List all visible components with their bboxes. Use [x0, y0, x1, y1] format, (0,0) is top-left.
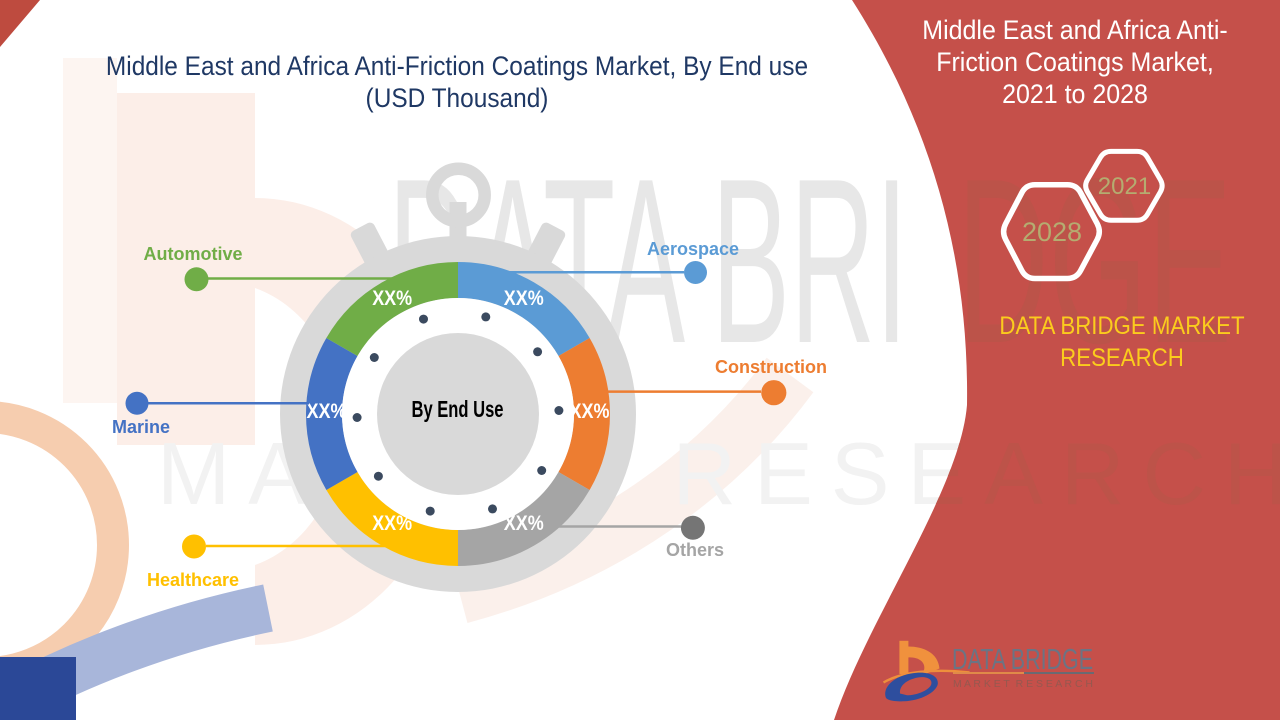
svg-text:DGE: DGE	[957, 129, 1232, 392]
svg-text:Aerospace: Aerospace	[647, 239, 739, 259]
svg-text:XX%: XX%	[504, 286, 544, 310]
svg-text:2028: 2028	[1022, 217, 1082, 247]
svg-text:XX%: XX%	[504, 511, 544, 535]
svg-text:DATA BRIDGE: DATA BRIDGE	[952, 644, 1093, 676]
svg-text:XX%: XX%	[570, 399, 610, 423]
svg-text:Others: Others	[666, 540, 724, 560]
svg-text:Healthcare: Healthcare	[147, 570, 239, 590]
svg-text:XX%: XX%	[307, 399, 347, 423]
svg-text:Marine: Marine	[112, 417, 170, 437]
svg-text:M A R K E T R E S E A R C H: M A R K E T R E S E A R C H	[953, 678, 1093, 690]
svg-text:XX%: XX%	[372, 286, 412, 310]
svg-text:2021: 2021	[1098, 173, 1151, 200]
svg-text:Automotive: Automotive	[144, 244, 243, 264]
svg-text:By End Use: By End Use	[412, 396, 504, 422]
svg-text:Construction: Construction	[715, 357, 827, 377]
svg-text:XX%: XX%	[372, 511, 412, 535]
